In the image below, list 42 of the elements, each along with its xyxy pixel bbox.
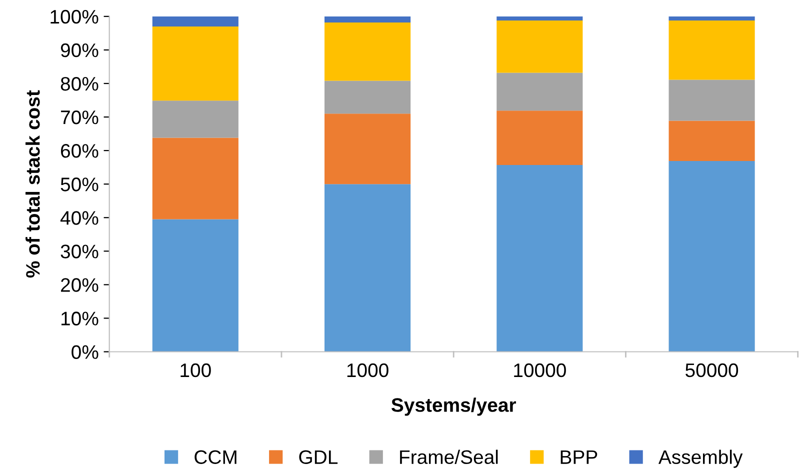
bar	[496, 164, 583, 352]
y-tick-label: 40%	[60, 211, 98, 225]
bar	[668, 20, 755, 80]
bar	[496, 20, 583, 73]
bar	[668, 120, 755, 161]
bar	[668, 16, 755, 20]
legend-label: Assembly	[658, 450, 743, 468]
y-tick-label: 10%	[62, 312, 98, 326]
y-tick-label: 20%	[60, 278, 98, 292]
bar	[668, 160, 755, 352]
bar	[152, 138, 238, 220]
y-tick-label: 90%	[60, 43, 98, 58]
y-tick-label: 50%	[60, 178, 98, 192]
bar	[324, 184, 411, 352]
bar	[668, 80, 755, 121]
x-axis-title: Systems/year	[391, 398, 516, 416]
bar	[324, 22, 411, 81]
legend-label: GDL	[299, 450, 338, 464]
legend-label: CCM	[194, 450, 236, 464]
y-tick-label: 0%	[72, 345, 98, 359]
bar	[496, 16, 583, 20]
legend-label: BPP	[560, 450, 598, 464]
bar	[496, 72, 583, 111]
legend-label: Frame/Seal	[400, 450, 498, 464]
bar	[324, 16, 411, 22]
x-tick-label: 50000	[686, 363, 738, 378]
bar	[152, 100, 238, 138]
x-tick-label: 1000	[347, 363, 388, 378]
y-tick-label: 60%	[61, 144, 98, 158]
y-tick-label: 70%	[61, 110, 98, 124]
bar	[152, 219, 238, 352]
y-tick-label: 30%	[60, 244, 98, 258]
bar	[324, 114, 411, 184]
y-tick-label: 80%	[60, 76, 98, 91]
y-tick-label: 100%	[50, 10, 98, 24]
bar	[152, 26, 238, 101]
bar	[324, 80, 411, 114]
x-tick-label: 100	[180, 363, 211, 378]
y-axis-title: % of total stack cost	[26, 90, 40, 278]
bar	[152, 16, 238, 26]
x-tick-label: 10000	[514, 363, 566, 378]
bar	[496, 110, 583, 165]
